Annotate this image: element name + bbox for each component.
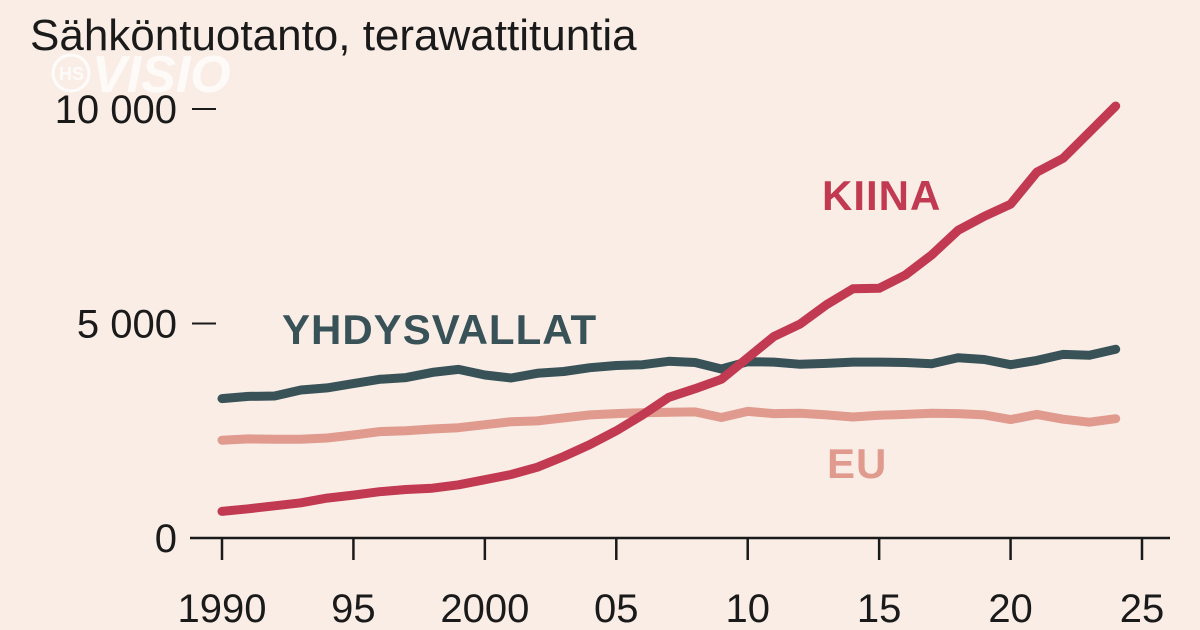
svg-text:HS: HS bbox=[59, 64, 84, 84]
series-line-china bbox=[217, 101, 1121, 516]
series-label-china: KIINA bbox=[822, 172, 941, 219]
y-tick-label: 5 000 bbox=[77, 303, 177, 347]
x-tick-label: 05 bbox=[594, 587, 639, 630]
y-axis: 0 5 000 10 000 bbox=[55, 88, 216, 561]
svg-text:VISIO: VISIO bbox=[92, 46, 231, 104]
x-tick-label: 20 bbox=[988, 587, 1033, 630]
x-tick-label: 2000 bbox=[440, 587, 529, 630]
x-tick-label: 15 bbox=[857, 587, 902, 630]
series-line-eu bbox=[217, 406, 1121, 445]
series-label-us: YHDYSVALLAT bbox=[282, 306, 597, 353]
series-label-eu: EU bbox=[827, 440, 887, 487]
x-tick-label: 25 bbox=[1120, 587, 1165, 630]
x-tick-label: 10 bbox=[725, 587, 770, 630]
y-tick-label: 0 bbox=[155, 517, 177, 561]
y-tick-label: 10 000 bbox=[55, 88, 177, 132]
watermark-logo: HS VISIO bbox=[51, 46, 231, 104]
series-line-us bbox=[217, 344, 1121, 404]
x-axis: 1990 95 2000 05 10 15 20 25 bbox=[178, 536, 1170, 630]
x-tick-label: 1990 bbox=[178, 587, 267, 630]
x-tick-label: 95 bbox=[331, 587, 376, 630]
series-lines bbox=[217, 101, 1121, 516]
chart-title: Sähköntuotanto, terawattituntia bbox=[30, 11, 637, 60]
